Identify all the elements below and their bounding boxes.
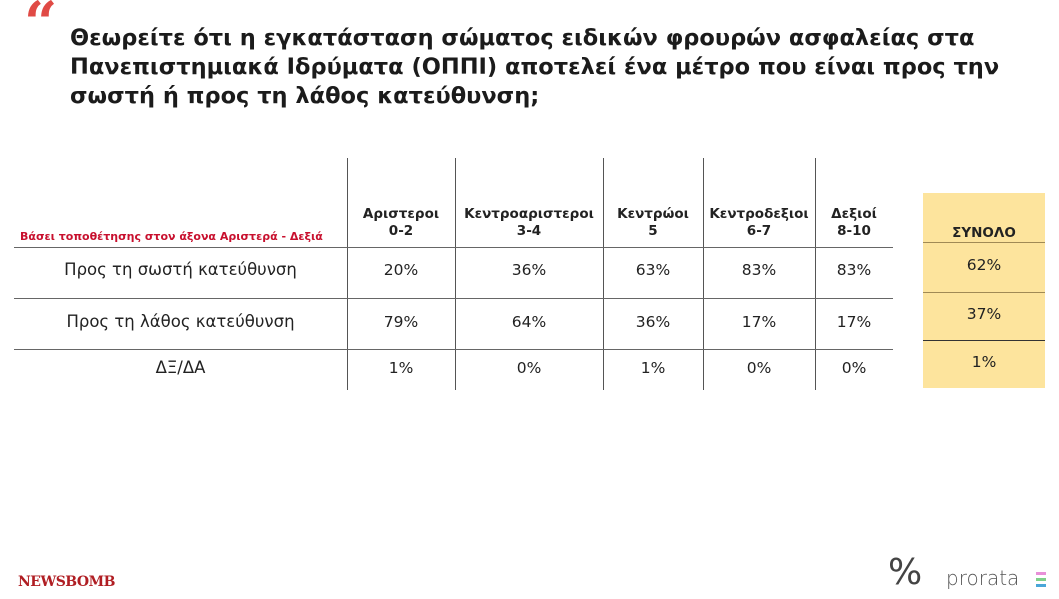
row-divider: [14, 298, 893, 299]
column-divider: [603, 158, 604, 390]
column-name: Δεξιοί: [831, 206, 877, 222]
total-cell: 37%: [966, 305, 1002, 323]
quote-mark: “: [24, 0, 58, 57]
column-divider: [815, 158, 816, 390]
column-divider: [703, 158, 704, 390]
row-divider: [14, 349, 893, 350]
column-header: Κεντρώοι 5: [603, 206, 703, 246]
total-cell: 1%: [971, 353, 997, 371]
prorata-percent-logo: %: [888, 552, 923, 593]
table-cell: 36%: [511, 261, 547, 279]
row-label: Προς τη σωστή κατεύθυνση: [64, 260, 297, 279]
column-name: Κεντροδεξιοι: [709, 206, 809, 222]
column-name: Αριστεροι: [362, 206, 440, 222]
table-cell: 1%: [388, 359, 414, 377]
table-cell: 17%: [741, 313, 777, 331]
column-range: 6-7: [746, 223, 772, 239]
column-name: Κεντροαριστεροι: [464, 206, 594, 222]
logo-bar: [1036, 584, 1046, 587]
row-divider: [14, 247, 893, 248]
logo-bar: [1036, 578, 1046, 581]
row-label: ΔΞ/ΔΑ: [155, 358, 206, 377]
question-title: Θεωρείτε ότι η εγκατάσταση σώματος ειδικ…: [70, 25, 1000, 109]
newsbomb-logo: NEWSBOMB: [18, 574, 115, 590]
total-header: ΣΥΝΟΛΟ: [952, 225, 1016, 241]
prorata-logo: prorata: [946, 566, 1020, 590]
table-cell: 79%: [383, 313, 419, 331]
logo-bar: [1036, 572, 1046, 575]
column-name: Κεντρώοι: [617, 206, 689, 222]
table-cell: 63%: [635, 261, 671, 279]
table-cell: 83%: [836, 261, 872, 279]
column-header: Κεντροδεξιοι 6-7: [703, 206, 815, 246]
table-cell: 0%: [746, 359, 772, 377]
column-range: 0-2: [388, 223, 414, 239]
column-range: 8-10: [837, 223, 871, 239]
total-column: ΣΥΝΟΛΟ 62% 37% 1%: [923, 193, 1045, 388]
column-divider: [347, 158, 348, 390]
row-label: Προς τη λάθος κατεύθυνση: [66, 312, 295, 331]
table-cell: 64%: [511, 313, 547, 331]
axis-label: Βάσει τοποθέτησης στον άξονα Αριστερά - …: [20, 230, 323, 243]
table-cell: 0%: [841, 359, 867, 377]
table-cell: 36%: [635, 313, 671, 331]
column-range: 5: [648, 223, 658, 239]
column-header: Αριστεροι 0-2: [347, 206, 455, 246]
table-cell: 20%: [383, 261, 419, 279]
column-range: 3-4: [516, 223, 542, 239]
table-cell: 83%: [741, 261, 777, 279]
table-cell: 17%: [836, 313, 872, 331]
column-header: Δεξιοί 8-10: [815, 206, 893, 246]
total-cell: 62%: [966, 256, 1002, 274]
column-divider: [455, 158, 456, 390]
column-header: Κεντροαριστεροι 3-4: [455, 206, 603, 246]
table-cell: 0%: [516, 359, 542, 377]
table-cell: 1%: [640, 359, 666, 377]
